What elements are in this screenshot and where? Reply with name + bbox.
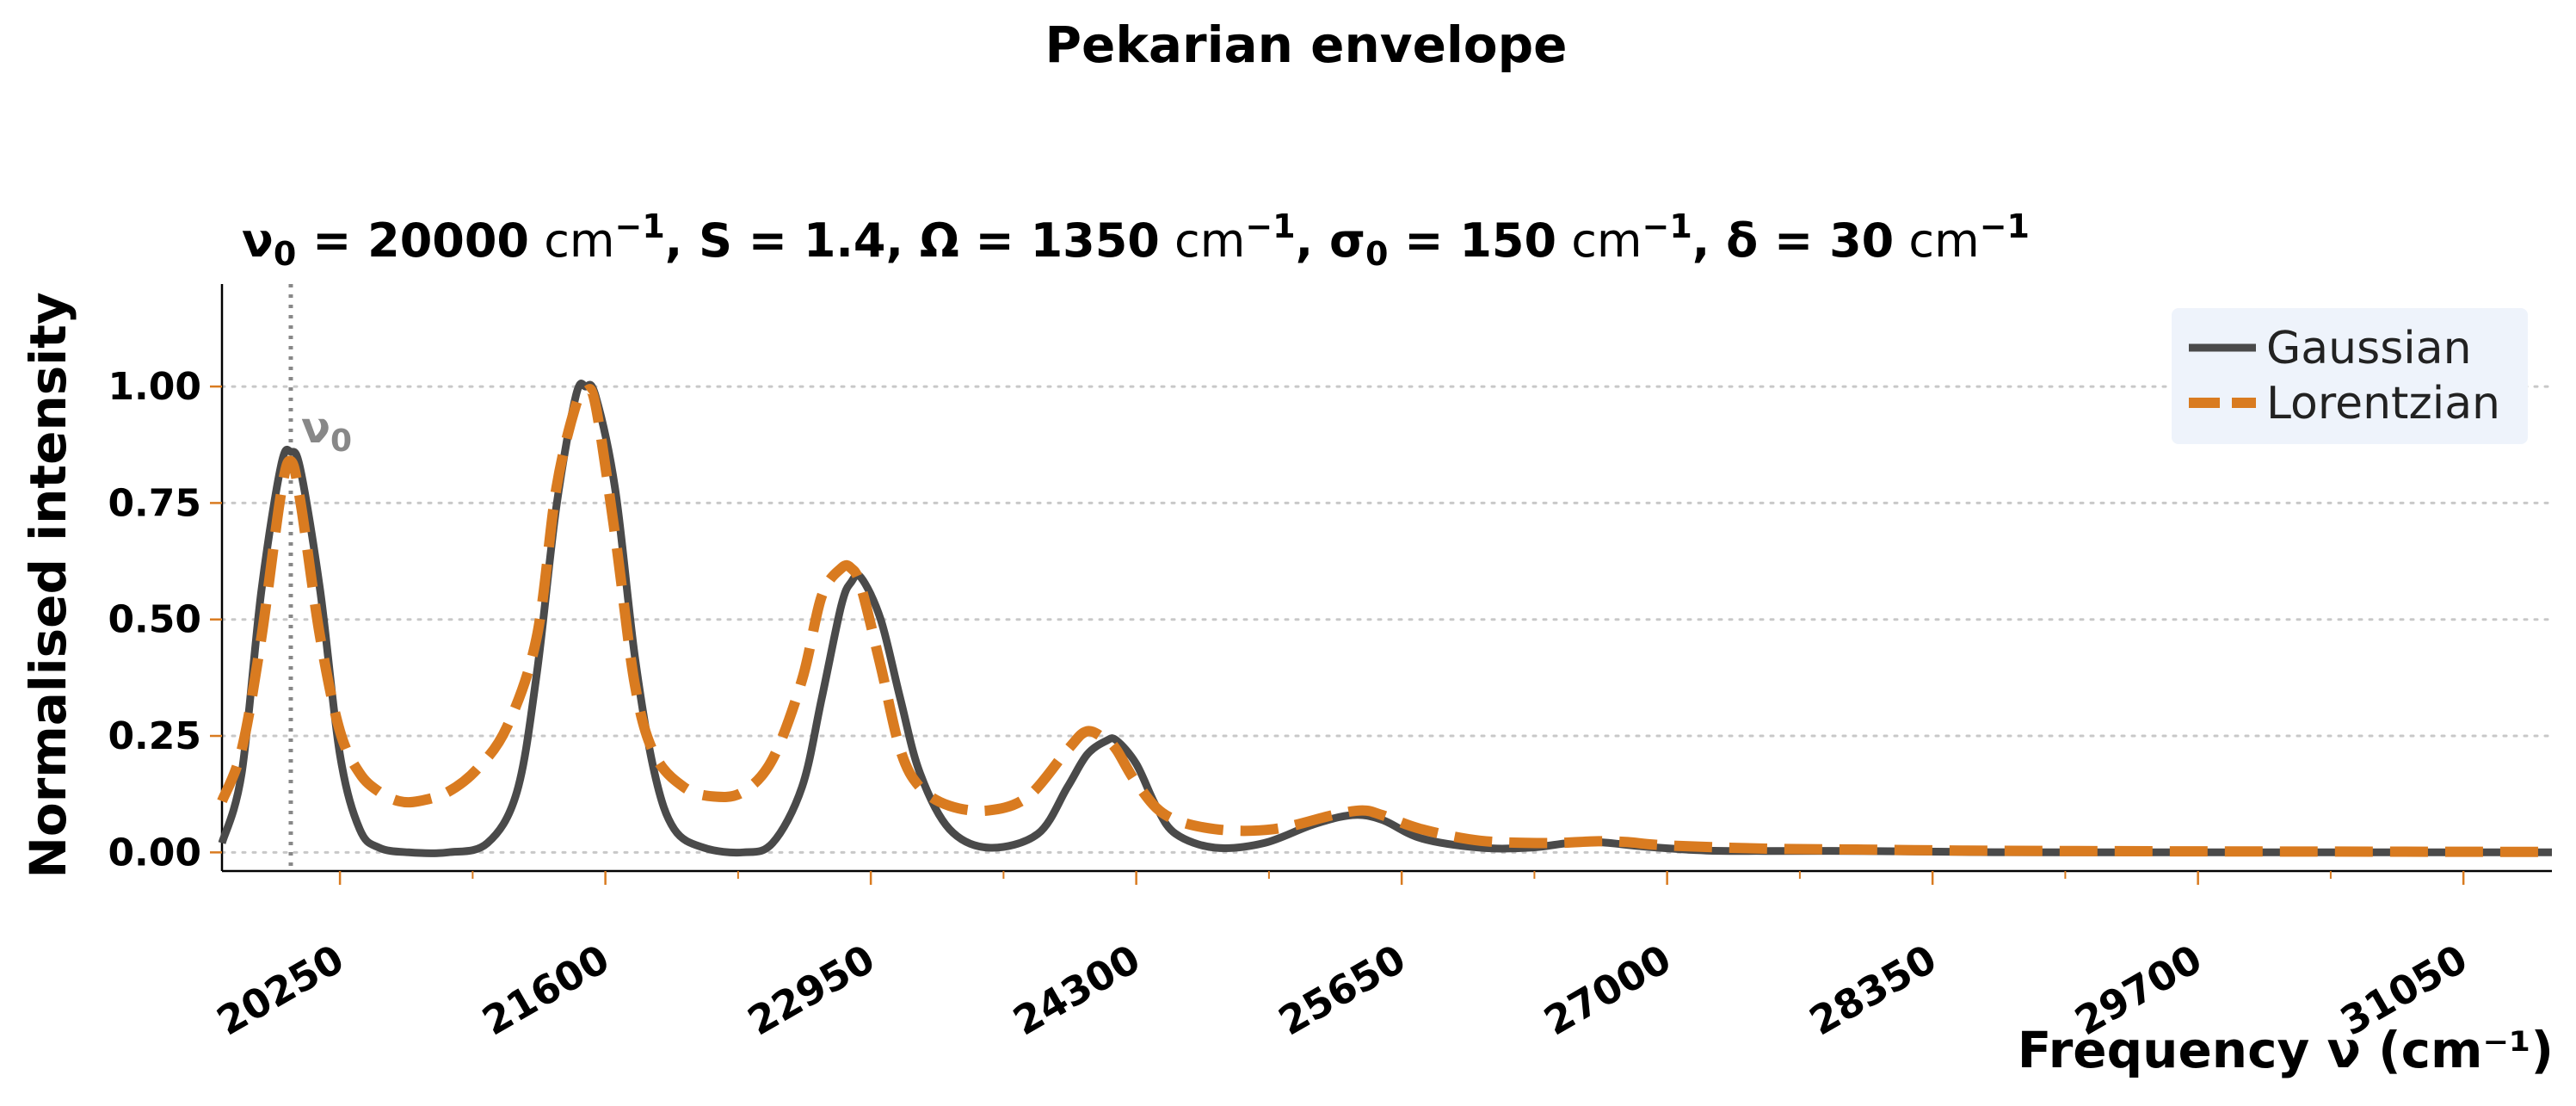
x-tick-label: 24300 <box>1006 936 1149 1045</box>
x-tick-label: 25650 <box>1271 936 1414 1045</box>
y-tick-label: 1.00 <box>108 365 201 409</box>
y-tick-label: 0.25 <box>108 714 201 758</box>
legend-box <box>2172 308 2528 444</box>
y-axis-label: Normalised intensity <box>19 292 77 878</box>
nu0-marker: ν0 <box>288 284 352 871</box>
y-tick-label: 0.00 <box>108 831 201 874</box>
y-axis-ticks: 0.00 0.25 0.50 0.75 1.00 <box>108 365 222 874</box>
x-axis-label: Frequency ν (cm⁻¹) <box>2018 1021 2554 1079</box>
chart-subtitle: ν0 = 20000 cm−1, S = 1.4, Ω = 1350 cm−1,… <box>242 207 2030 273</box>
x-tick-label: 22950 <box>740 936 883 1045</box>
x-tick-label: 21600 <box>475 936 618 1045</box>
subtitle-nu0: 20000 <box>367 213 529 268</box>
grid-lines <box>220 385 2554 854</box>
legend-lorentzian-label: Lorentzian <box>2266 378 2500 429</box>
subtitle-s: 1.4 <box>804 213 886 268</box>
series-gaussian-line <box>218 380 2552 857</box>
x-tick-label: 27000 <box>1537 936 1679 1045</box>
x-tick-label: 20250 <box>209 936 352 1045</box>
chart-title: Pekarian envelope <box>1045 15 1567 74</box>
subtitle-delta: 30 <box>1829 213 1894 268</box>
axes <box>220 284 2552 873</box>
series-lorentzian-line <box>217 384 2553 857</box>
y-tick-label: 0.75 <box>108 481 201 525</box>
subtitle-omega: 1350 <box>1031 213 1160 268</box>
x-tick-label: 28350 <box>1802 936 1944 1045</box>
series-lines <box>217 380 2553 857</box>
y-tick-label: 0.50 <box>108 598 201 642</box>
legend-gaussian-label: Gaussian <box>2266 323 2472 374</box>
x-axis-ticks: 20250 21600 22950 24300 25650 27000 28350 29700… <box>209 871 2475 1045</box>
nu0-annotation: ν0 <box>301 403 352 459</box>
subtitle-sigma0: 150 <box>1459 213 1556 268</box>
